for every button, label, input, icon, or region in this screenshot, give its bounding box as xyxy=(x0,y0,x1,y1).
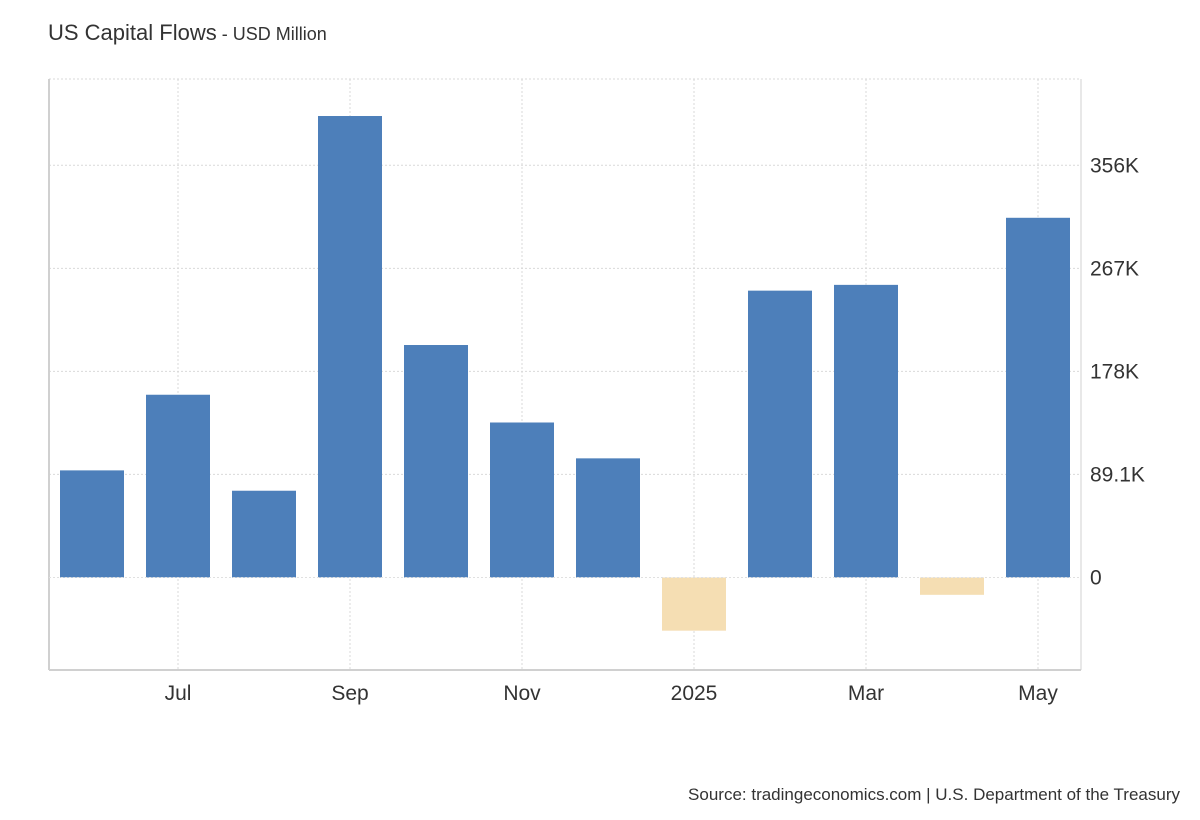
bar-jan-2025 xyxy=(662,577,726,631)
bar-may-2025 xyxy=(1006,217,1070,578)
bar-jul-2024 xyxy=(146,394,210,578)
y-tick-label: 89.1K xyxy=(1090,463,1145,486)
y-tick-label: 356K xyxy=(1090,154,1139,177)
title-text: US Capital Flows xyxy=(48,20,217,45)
y-tick-label: 178K xyxy=(1090,360,1139,383)
bar-feb-2025 xyxy=(748,290,812,578)
subtitle-text: USD Million xyxy=(232,24,327,44)
x-tick-label: Sep xyxy=(331,682,368,705)
x-tick-label: May xyxy=(1018,682,1058,705)
y-tick-label: 0 xyxy=(1090,566,1102,589)
bar-dec-2024 xyxy=(576,458,640,578)
bar-mar-2025 xyxy=(834,284,898,578)
bar-sep-2024 xyxy=(318,116,382,578)
bar-oct-2024 xyxy=(404,345,468,578)
title-subtitle: - USD Million xyxy=(216,24,327,44)
x-tick-label: 2025 xyxy=(671,682,718,705)
bar-aug-2024 xyxy=(232,490,296,578)
bar-nov-2024 xyxy=(490,422,554,578)
bar-jun-2024 xyxy=(60,470,124,578)
x-tick-label: Jul xyxy=(165,682,192,705)
chart-title: US Capital Flows - USD Million xyxy=(48,20,327,46)
x-tick-label: Nov xyxy=(503,682,541,705)
source-note: Source: tradingeconomics.com | U.S. Depa… xyxy=(688,785,1180,804)
y-tick-label: 267K xyxy=(1090,257,1139,280)
x-tick-label: Mar xyxy=(848,682,884,705)
bar-apr-2025 xyxy=(920,577,984,595)
